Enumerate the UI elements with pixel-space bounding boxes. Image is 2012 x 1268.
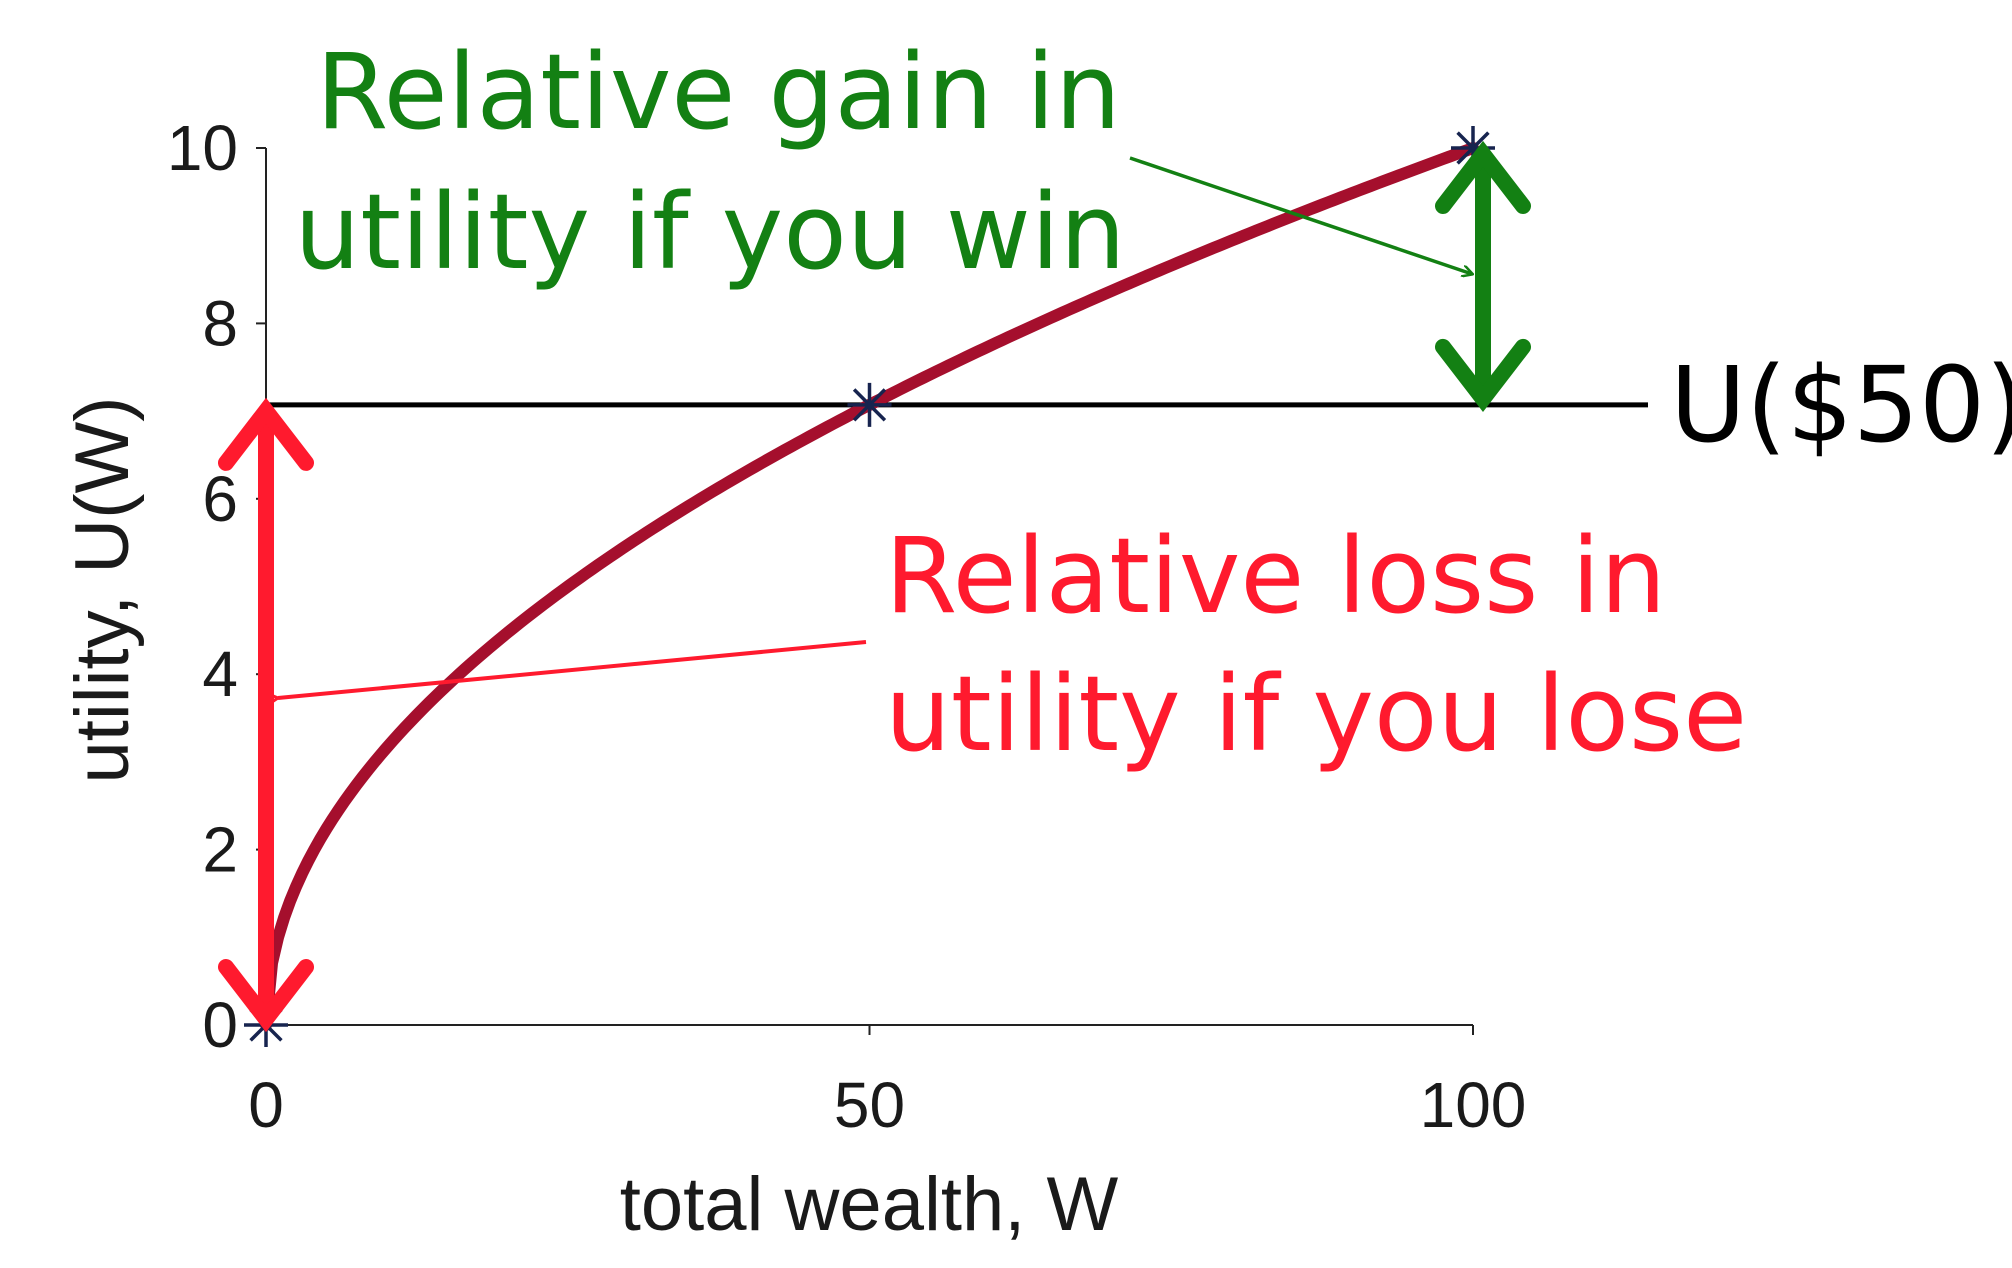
gain-annotation-line-2: utility if you win bbox=[294, 171, 1125, 293]
loss-annotation-line-2: utility if you lose bbox=[885, 653, 1747, 775]
x-tick-label: 100 bbox=[1420, 1069, 1527, 1141]
arrow-head-down bbox=[218, 959, 314, 1033]
arrow-head-down bbox=[1435, 338, 1531, 412]
gain-annotation: Relative gain in utility if you win bbox=[294, 31, 1154, 293]
y-tick-label: 0 bbox=[202, 989, 238, 1061]
x-axis-label: total wealth, W bbox=[620, 1162, 1119, 1247]
y-tick-label: 6 bbox=[202, 463, 238, 535]
y-tick-label: 2 bbox=[202, 814, 238, 886]
y-tick-label: 10 bbox=[167, 112, 238, 184]
loss-annotation-line-1: Relative loss in bbox=[885, 515, 1666, 637]
loss-annotation: Relative loss in utility if you lose bbox=[885, 515, 1747, 775]
y-axis-ticks: 0 2 4 6 8 10 bbox=[167, 112, 266, 1061]
gain-annotation-line-1: Relative gain in bbox=[316, 31, 1121, 153]
y-tick-label: 8 bbox=[202, 287, 238, 359]
gain-double-arrow bbox=[1435, 140, 1531, 412]
y-axis-label: utility, U(W) bbox=[60, 397, 145, 784]
arrow-head-up bbox=[1435, 140, 1531, 214]
y-tick-label: 4 bbox=[202, 638, 238, 710]
x-tick-label: 50 bbox=[834, 1069, 905, 1141]
gain-pointer-arrow bbox=[1129, 156, 1472, 274]
arrow-head-up bbox=[218, 397, 314, 471]
star-marker bbox=[847, 382, 892, 427]
x-tick-label: 0 bbox=[248, 1069, 284, 1141]
loss-double-arrow bbox=[218, 397, 314, 1033]
x-axis-ticks: 0 50 100 bbox=[248, 1025, 1526, 1141]
loss-pointer-arrow bbox=[278, 640, 867, 698]
reference-line-label: U($50) bbox=[1670, 344, 2012, 466]
